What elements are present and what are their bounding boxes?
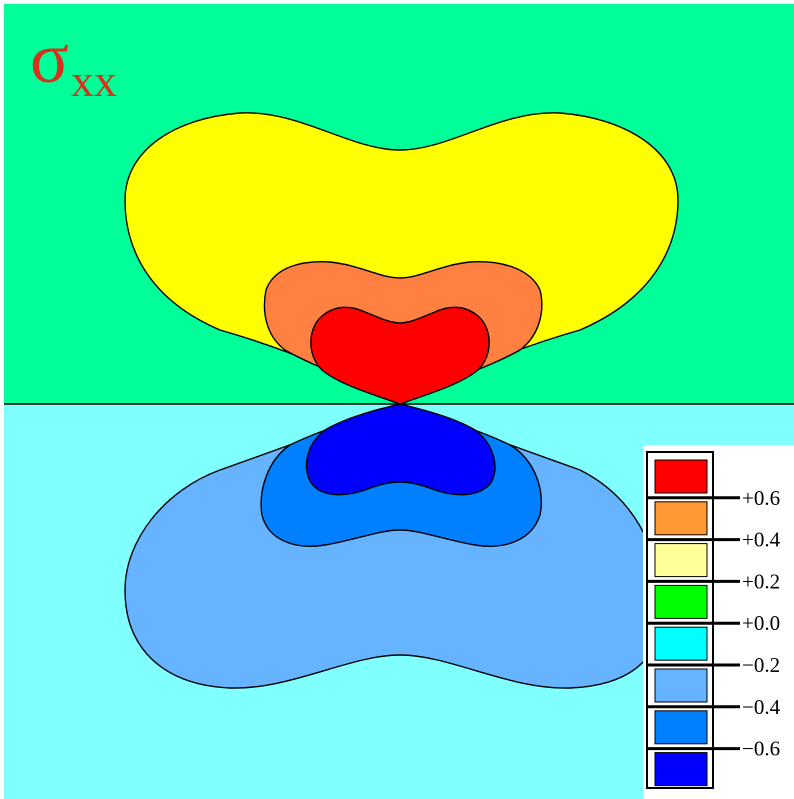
legend: +0.6 +0.4 +0.2 +0.0 −0.2 −0.4 −0.6 xyxy=(643,445,794,799)
contour-lower-inner xyxy=(305,403,496,496)
legend-tick-label: −0.6 xyxy=(742,737,780,761)
legend-tick-label: +0.0 xyxy=(742,611,780,635)
legend-swatch xyxy=(654,668,708,703)
legend-swatch xyxy=(654,543,708,578)
contour-upper-outer xyxy=(124,112,679,405)
legend-tick-label: +0.4 xyxy=(742,528,781,552)
legend-tick-label: −0.2 xyxy=(742,653,780,677)
legend-swatch xyxy=(654,710,708,745)
legend-tick-label: +0.2 xyxy=(742,569,780,593)
legend-swatch xyxy=(654,459,708,494)
legend-tick-label: −0.4 xyxy=(742,695,781,719)
legend-swatch xyxy=(654,752,708,787)
plot-title: σxx xyxy=(30,22,117,106)
legend-swatch xyxy=(654,501,708,536)
legend-swatch xyxy=(654,584,708,619)
contour-upper-inner xyxy=(310,306,490,405)
title-symbol: σ xyxy=(30,18,69,98)
legend-tick-label: +0.6 xyxy=(742,486,780,510)
legend-swatch xyxy=(654,626,708,661)
title-subscript: xx xyxy=(70,55,117,106)
